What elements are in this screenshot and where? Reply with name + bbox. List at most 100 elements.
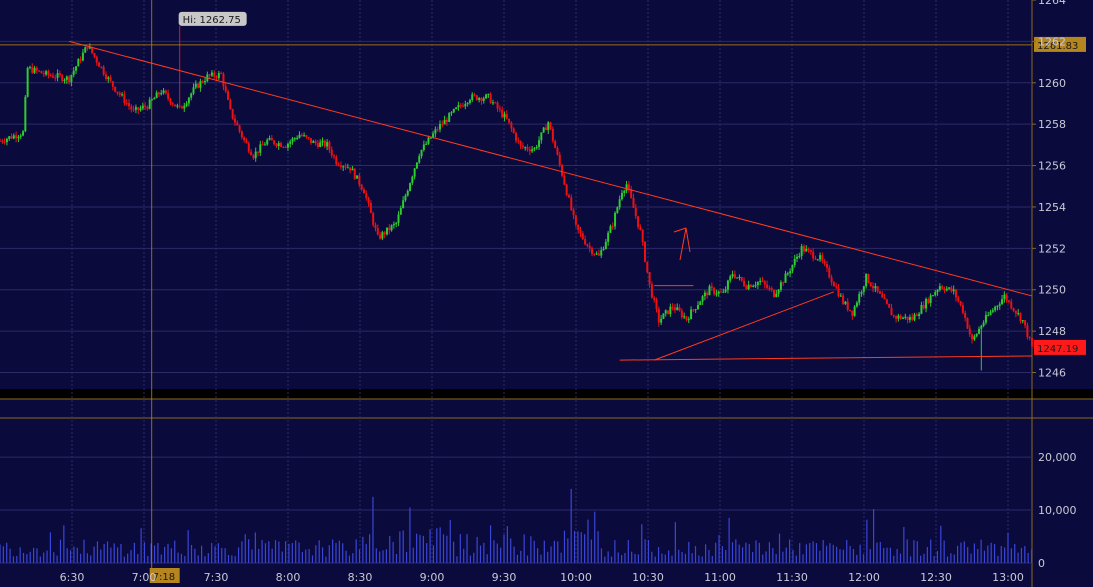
candle-body	[922, 305, 925, 309]
candle-body	[899, 315, 902, 319]
candle-body	[210, 72, 213, 76]
candle-body	[229, 99, 232, 109]
candle-body	[448, 113, 451, 122]
candle-body	[213, 72, 216, 77]
panel-separator	[0, 389, 1093, 399]
volume-bars	[0, 488, 1033, 563]
candle-body	[865, 273, 868, 287]
candle-body	[346, 167, 349, 169]
candle-body	[759, 280, 762, 283]
candle-body	[768, 287, 771, 289]
candle-body	[268, 137, 271, 140]
candle-body	[726, 280, 729, 290]
candle-body	[991, 310, 994, 312]
candle-body	[427, 137, 430, 144]
candle-body	[567, 195, 570, 198]
candle-body	[121, 94, 124, 96]
candle-body	[556, 148, 559, 155]
candle-body	[544, 127, 547, 131]
candle-body	[793, 258, 796, 266]
candle-body	[24, 96, 27, 132]
candle-body	[844, 301, 847, 304]
candle-body	[816, 259, 819, 261]
candle-body	[547, 122, 550, 131]
candle-body	[738, 277, 741, 279]
candle-body	[524, 147, 527, 149]
candle-body	[349, 167, 352, 171]
candle-body	[187, 97, 190, 104]
candle-body	[761, 280, 764, 282]
candle-body	[510, 122, 513, 129]
candle-body	[630, 188, 633, 198]
candle-body	[123, 94, 126, 103]
time-tick-label: 8:00	[276, 571, 301, 584]
candle-body	[812, 251, 815, 259]
candle-body	[607, 232, 610, 242]
candle-body	[616, 207, 619, 213]
candle-body	[747, 284, 750, 290]
candle-body	[978, 328, 981, 334]
crosshair-time-tag	[149, 568, 180, 583]
candle-body	[298, 134, 301, 139]
candle-body	[680, 310, 683, 318]
candle-body	[445, 119, 448, 122]
candle-body	[376, 228, 379, 235]
candle-body	[913, 314, 916, 320]
candle-body	[194, 83, 197, 88]
candle-body	[858, 293, 861, 303]
candle-body	[102, 66, 105, 75]
trendline	[619, 355, 1033, 361]
candle-body	[934, 292, 937, 296]
candle-body	[515, 132, 517, 141]
candle-body	[307, 137, 310, 139]
candle-body	[667, 310, 670, 314]
candle-body	[586, 244, 589, 246]
candle-body	[938, 286, 941, 291]
volume-tick-label: 10,000	[1038, 504, 1077, 517]
candle-body	[353, 168, 356, 179]
candle-body	[729, 276, 732, 281]
candle-body	[38, 70, 41, 72]
candle-body	[498, 108, 501, 110]
candle-body	[936, 290, 939, 293]
candle-body	[296, 138, 299, 140]
candle-body	[749, 284, 752, 288]
candle-body	[351, 168, 354, 171]
candle-body	[623, 190, 626, 194]
candle-body	[683, 316, 686, 318]
candle-body	[823, 261, 826, 264]
candle-body	[473, 94, 476, 96]
candle-body	[878, 291, 881, 294]
candle-body	[22, 131, 25, 136]
candle-body	[141, 105, 144, 109]
candle-body	[724, 289, 727, 292]
candle-body	[81, 52, 84, 61]
candle-body	[1012, 308, 1015, 311]
candle-body	[54, 77, 57, 79]
candle-body	[687, 319, 690, 321]
candle-body	[496, 102, 499, 109]
volume-tick-label: 0	[1038, 557, 1045, 570]
candle-body	[399, 208, 402, 215]
candle-body	[415, 162, 418, 169]
candle-body	[897, 315, 900, 319]
candle-body	[395, 223, 398, 225]
candle-body	[872, 286, 875, 289]
candle-body	[752, 285, 755, 288]
candle-body	[303, 135, 306, 137]
candle-body	[722, 291, 725, 293]
candle-body	[558, 154, 561, 165]
candle-body	[238, 125, 241, 132]
time-tick-label: 7:00	[132, 571, 157, 584]
candle-body	[356, 175, 359, 179]
candle-body	[266, 139, 269, 145]
candle-body	[201, 81, 204, 83]
candle-body	[743, 280, 746, 286]
candle-body	[989, 311, 992, 315]
candle-body	[802, 246, 805, 252]
candle-body	[457, 105, 460, 108]
candle-body	[35, 67, 38, 71]
candle-body	[365, 193, 368, 198]
candle-body	[908, 317, 911, 320]
